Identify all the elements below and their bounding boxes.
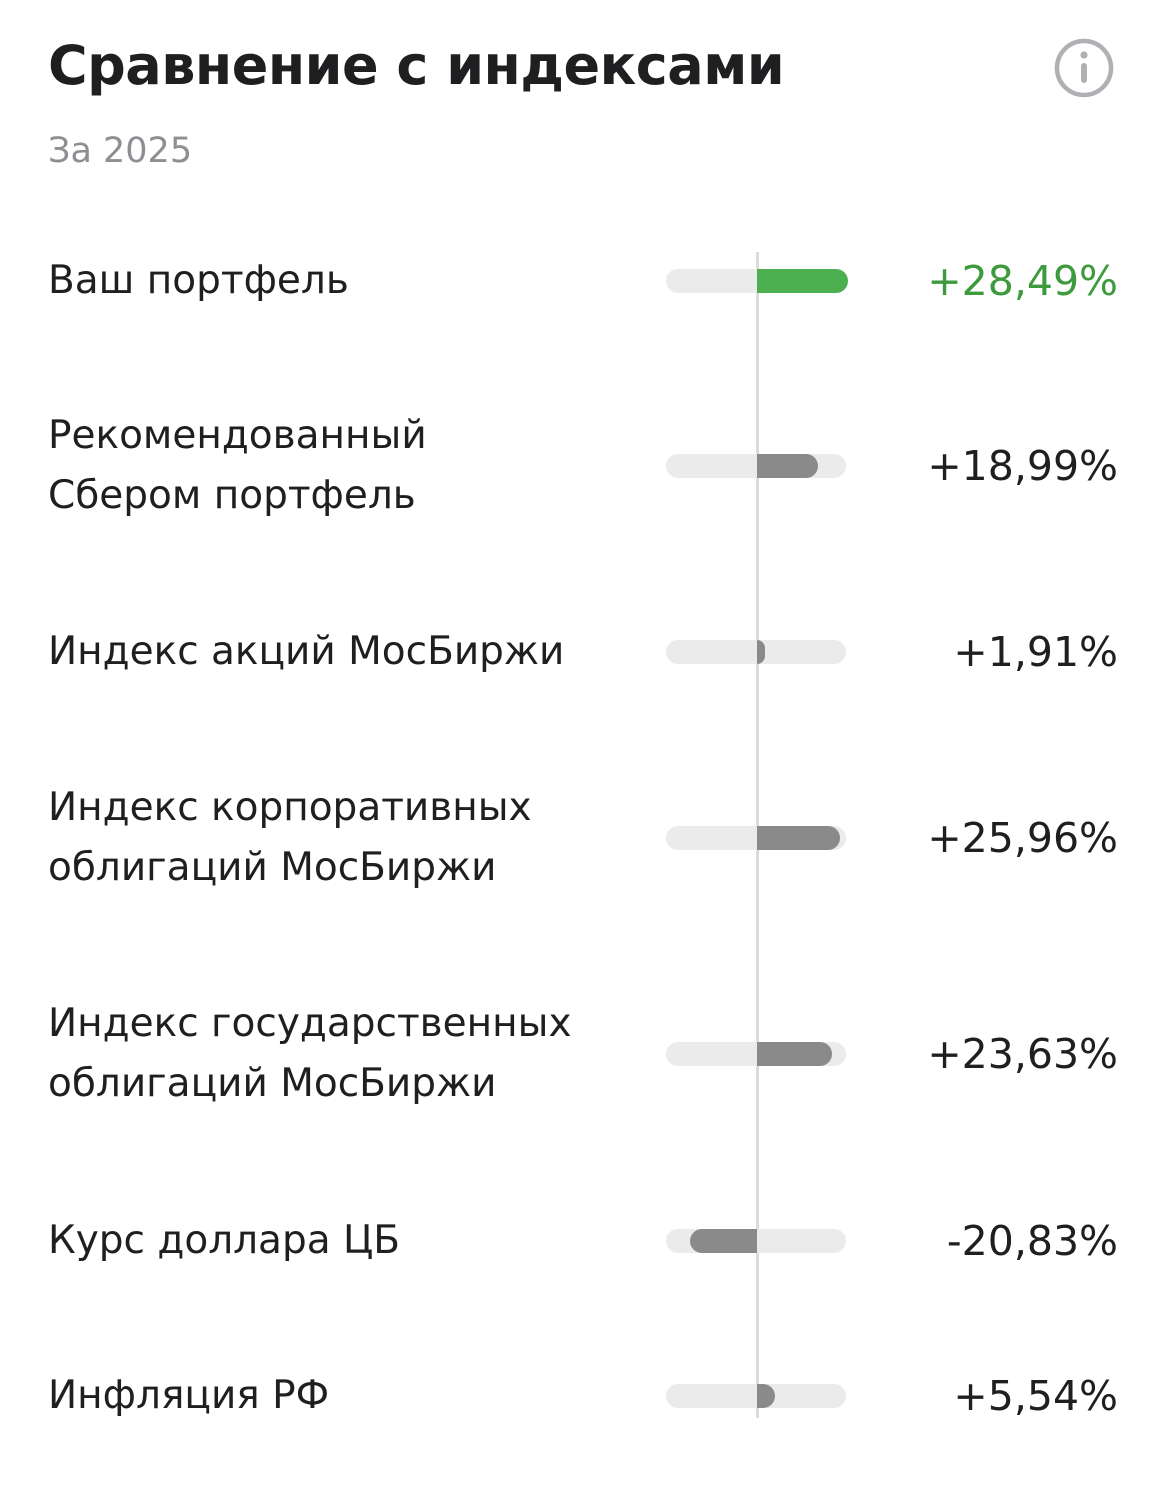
bar [757,1042,833,1066]
row-value: +1,91% [953,628,1118,676]
bar [757,454,818,478]
row-label: Ваш портфель [48,258,349,303]
bar [690,1229,757,1253]
row-label: Индекс корпоративных облигаций МосБиржи [48,785,532,890]
bar-track [666,826,846,850]
bar-track [666,269,848,293]
bar-track [666,1229,846,1253]
row-value: +25,96% [927,814,1118,862]
row-value: +5,54% [953,1372,1118,1420]
page-title: Сравнение с индексами [48,34,785,97]
period-subtitle: За 2025 [48,131,193,171]
row-value: +23,63% [927,1030,1118,1078]
row-value: -20,83% [946,1217,1118,1265]
row-label: Индекс государственных облигаций МосБирж… [48,1001,572,1106]
bar-track [666,640,846,664]
bar-track [666,454,846,478]
bar [757,826,840,850]
info-circle-icon[interactable] [1052,36,1116,100]
row-label: Рекомендованный Сбером портфель [48,413,427,518]
row-value: +28,49% [927,257,1118,305]
bar-portfolio [757,269,848,293]
bar-track [666,1042,846,1066]
row-value: +18,99% [927,442,1118,490]
row-label: Курс доллара ЦБ [48,1218,401,1263]
row-label: Индекс акций МосБиржи [48,629,565,674]
row-label: Инфляция РФ [48,1373,330,1418]
bar-track [666,1384,846,1408]
bar [757,1384,775,1408]
bar [757,640,765,664]
